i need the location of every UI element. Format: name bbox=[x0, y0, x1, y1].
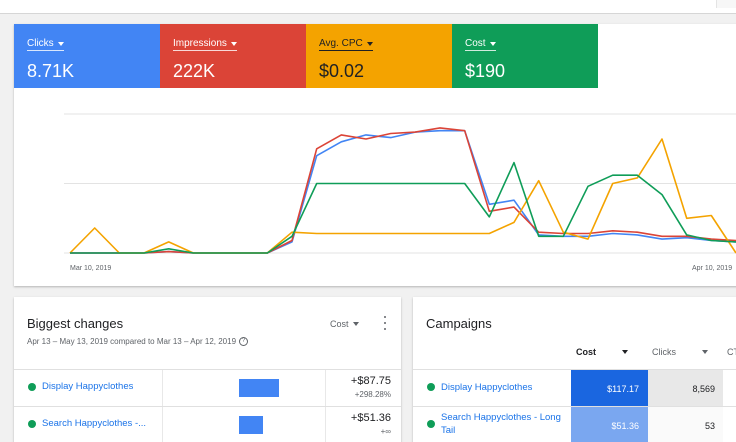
table-row[interactable]: Display Happyclothes $117.17 8,569 bbox=[413, 369, 736, 407]
biggest-changes-title: Biggest changes bbox=[27, 316, 124, 331]
metric-value-clicks: 8.71K bbox=[27, 61, 75, 81]
column-header-ctr[interactable]: CT bbox=[727, 347, 736, 357]
bar-track bbox=[162, 407, 326, 442]
status-dot-icon bbox=[427, 383, 435, 391]
campaigns-card: Campaigns Cost Clicks CT Display Happycl… bbox=[413, 297, 736, 442]
caret-down-icon bbox=[230, 41, 237, 46]
status-dot-icon bbox=[28, 420, 36, 428]
table-row[interactable]: Search Happyclothes - Long Tail $51.36 5… bbox=[413, 406, 736, 442]
campaigns-table: Display Happyclothes $117.17 8,569 Searc… bbox=[413, 369, 736, 442]
date-range-text: Apr 13 – May 13, 2019 compared to Mar 13… bbox=[27, 337, 237, 346]
metric-tile-cost[interactable]: Cost $190 bbox=[452, 24, 598, 88]
change-percent: +∞ bbox=[380, 427, 391, 436]
caret-down-icon bbox=[366, 41, 373, 46]
metric-label-clicks[interactable]: Clicks bbox=[27, 38, 64, 51]
top-bar bbox=[0, 0, 736, 14]
help-icon[interactable]: ? bbox=[239, 337, 249, 346]
metric-label-text: Impressions bbox=[173, 38, 227, 49]
sort-dropdown[interactable]: Cost bbox=[330, 319, 359, 329]
biggest-changes-card: Biggest changes Apr 13 – May 13, 2019 co… bbox=[14, 297, 401, 442]
x-axis-start-label: Mar 10, 2019 bbox=[70, 265, 111, 272]
metric-value-avg-cpc: $0.02 bbox=[319, 61, 365, 81]
metric-tile-impressions[interactable]: Impressions 222K bbox=[160, 24, 306, 88]
sort-label: Cost bbox=[330, 319, 349, 329]
status-dot-icon bbox=[28, 383, 36, 391]
caret-down-icon bbox=[352, 322, 359, 326]
list-item[interactable]: Display Happyclothes +$87.75 +298.28% bbox=[14, 369, 401, 406]
campaign-link[interactable]: Search Happyclothes -... bbox=[42, 418, 147, 429]
change-bar bbox=[239, 379, 279, 397]
changes-list: Display Happyclothes +$87.75 +298.28% Se… bbox=[14, 369, 401, 442]
metric-label-impressions[interactable]: Impressions bbox=[173, 38, 237, 51]
cost-cell: $51.36 bbox=[571, 407, 648, 442]
change-bar bbox=[239, 416, 263, 434]
metric-label-avg-cpc[interactable]: Avg. CPC bbox=[319, 38, 373, 51]
status-dot-icon bbox=[427, 420, 435, 428]
campaign-link[interactable]: Display Happyclothes bbox=[441, 382, 533, 393]
caret-down-icon bbox=[622, 350, 628, 354]
top-bar-corner bbox=[716, 0, 736, 8]
list-item[interactable]: Search Happyclothes -... +$51.36 +∞ bbox=[14, 406, 401, 442]
series-line-impressions bbox=[70, 127, 736, 254]
more-options-icon[interactable] bbox=[382, 316, 388, 330]
change-amount: +$87.75 bbox=[350, 375, 391, 387]
series-line-avg-cpc bbox=[69, 138, 736, 254]
change-amount: +$51.36 bbox=[350, 412, 391, 424]
caret-down-icon bbox=[489, 41, 496, 46]
column-header-label: Cost bbox=[576, 347, 596, 357]
metric-tile-clicks[interactable]: Clicks 8.71K bbox=[14, 24, 160, 88]
column-header-label: Clicks bbox=[652, 347, 676, 357]
caret-down-icon bbox=[702, 350, 708, 354]
performance-line-chart: Mar 10, 2019 Apr 10, 2019 bbox=[64, 113, 736, 272]
metric-label-text: Avg. CPC bbox=[319, 38, 363, 49]
column-header-label: CT bbox=[727, 347, 736, 357]
chart-series-group bbox=[69, 127, 736, 254]
column-header-cost[interactable]: Cost bbox=[576, 347, 628, 357]
clicks-cell: 8,569 bbox=[648, 370, 723, 407]
clicks-cell: 53 bbox=[648, 407, 723, 442]
campaign-link[interactable]: Display Happyclothes bbox=[42, 381, 134, 392]
series-line-clicks bbox=[70, 129, 736, 254]
metric-value-impressions: 222K bbox=[173, 61, 216, 81]
caret-down-icon bbox=[57, 41, 64, 46]
performance-overview-card: Clicks 8.71K Impressions 222K Avg. CPC $… bbox=[14, 24, 736, 286]
bar-track bbox=[162, 370, 326, 406]
metric-tile-avg-cpc[interactable]: Avg. CPC $0.02 bbox=[306, 24, 452, 88]
metric-label-cost[interactable]: Cost bbox=[465, 38, 496, 51]
column-header-clicks[interactable]: Clicks bbox=[652, 347, 708, 357]
change-percent: +298.28% bbox=[354, 390, 391, 399]
metric-value-cost: $190 bbox=[465, 61, 506, 81]
metric-label-text: Cost bbox=[465, 38, 486, 49]
biggest-changes-subtitle: Apr 13 – May 13, 2019 compared to Mar 13… bbox=[27, 337, 249, 346]
cost-cell: $117.17 bbox=[571, 370, 648, 407]
metric-label-text: Clicks bbox=[27, 38, 54, 49]
campaign-link[interactable]: Search Happyclothes - Long Tail bbox=[441, 412, 561, 436]
series-line-cost bbox=[70, 161, 736, 254]
campaigns-title: Campaigns bbox=[426, 316, 492, 331]
x-axis-end-label: Apr 10, 2019 bbox=[692, 265, 732, 272]
